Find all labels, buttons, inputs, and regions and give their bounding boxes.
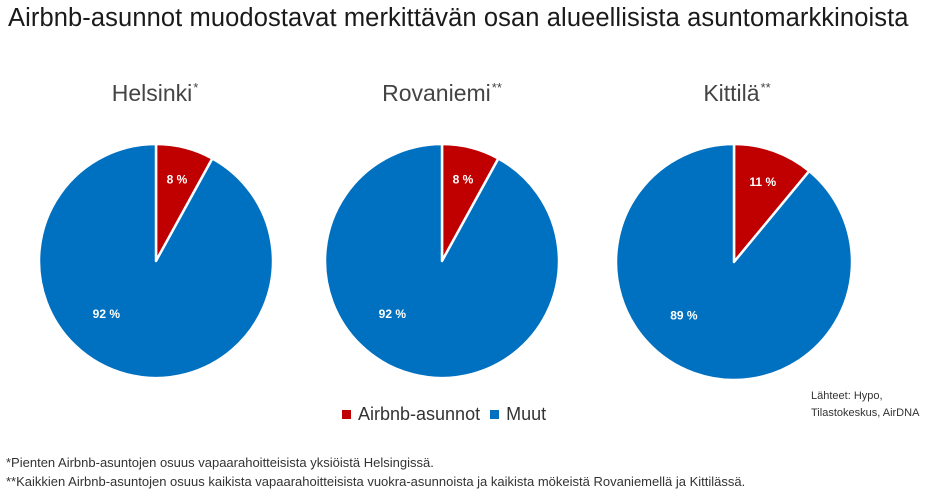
pie-slice-kittila-airbnb xyxy=(732,142,811,264)
data-label-helsinki-airbnb: 8 % xyxy=(167,172,188,186)
pie-title-helsinki: Helsinki* xyxy=(111,80,199,106)
pie-title-rovaniemi: Rovaniemi** xyxy=(382,80,502,106)
legend-item-airbnb: Airbnb-asunnot xyxy=(342,404,480,425)
legend: Airbnb-asunnot Muut xyxy=(342,404,556,425)
pie-slice-kittila-muut xyxy=(614,142,854,382)
sources-line-2: Tilastokeskus, AirDNA xyxy=(811,407,920,419)
data-label-kittila-muut: 89 % xyxy=(670,308,698,322)
data-label-rovaniemi-airbnb: 8 % xyxy=(453,172,474,186)
data-label-helsinki-muut: 92 % xyxy=(93,307,121,321)
pie-slice-rovaniemi-muut xyxy=(323,142,561,380)
legend-item-muut: Muut xyxy=(490,404,546,425)
legend-swatch-muut xyxy=(490,410,500,419)
pie-title-kittila: Kittilä** xyxy=(703,80,771,106)
pie-slice-helsinki-muut xyxy=(37,142,275,380)
legend-label-muut: Muut xyxy=(506,404,547,424)
chart-title: Airbnb-asunnot muodostavat merkittävän o… xyxy=(8,4,909,32)
data-label-kittila-airbnb: 11 % xyxy=(749,175,776,189)
sources-note: Lähteet: Hypo, Tilastokeskus, AirDNA xyxy=(811,388,919,422)
sources-line-1: Lähteet: Hypo, xyxy=(811,390,883,402)
legend-swatch-airbnb xyxy=(342,410,351,419)
legend-label-airbnb: Airbnb-asunnot xyxy=(358,404,481,424)
footnote-2: **Kaikkien Airbnb-asuntojen osuus kaikis… xyxy=(6,474,746,489)
footnote-1: *Pienten Airbnb-asuntojen osuus vapaarah… xyxy=(6,455,434,470)
data-label-rovaniemi-muut: 92 % xyxy=(379,307,407,321)
